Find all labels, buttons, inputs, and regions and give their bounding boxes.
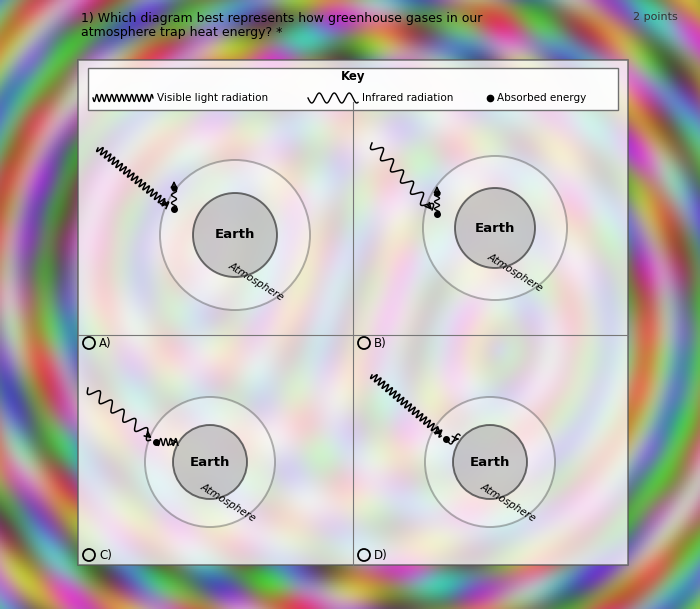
Text: Atmosphere: Atmosphere (199, 481, 258, 523)
Circle shape (160, 160, 310, 310)
Text: Earth: Earth (215, 228, 256, 242)
Circle shape (145, 397, 275, 527)
Circle shape (455, 188, 535, 268)
Text: Visible light radiation: Visible light radiation (157, 93, 268, 103)
Text: Infrared radiation: Infrared radiation (362, 93, 454, 103)
Text: Key: Key (341, 70, 365, 83)
Text: atmosphere trap heat energy? *: atmosphere trap heat energy? * (81, 26, 282, 39)
Text: Atmosphere: Atmosphere (227, 261, 286, 303)
Text: Earth: Earth (475, 222, 515, 234)
Bar (78, 60, 628, 565)
Text: 1) Which diagram best represents how greenhouse gases in our: 1) Which diagram best represents how gre… (81, 12, 482, 25)
Text: Earth: Earth (470, 456, 510, 468)
Circle shape (193, 193, 277, 277)
Text: D): D) (374, 549, 388, 561)
Circle shape (423, 156, 567, 300)
Bar (88, 68, 618, 110)
Text: A): A) (99, 337, 111, 350)
Circle shape (453, 425, 527, 499)
Text: 2 points: 2 points (633, 12, 678, 22)
Text: Atmosphere: Atmosphere (479, 481, 538, 523)
Text: Atmosphere: Atmosphere (486, 252, 545, 294)
Circle shape (425, 397, 555, 527)
Circle shape (173, 425, 247, 499)
Text: C): C) (99, 549, 112, 561)
Text: Earth: Earth (190, 456, 230, 468)
Text: Absorbed energy: Absorbed energy (497, 93, 587, 103)
Text: B): B) (374, 337, 386, 350)
